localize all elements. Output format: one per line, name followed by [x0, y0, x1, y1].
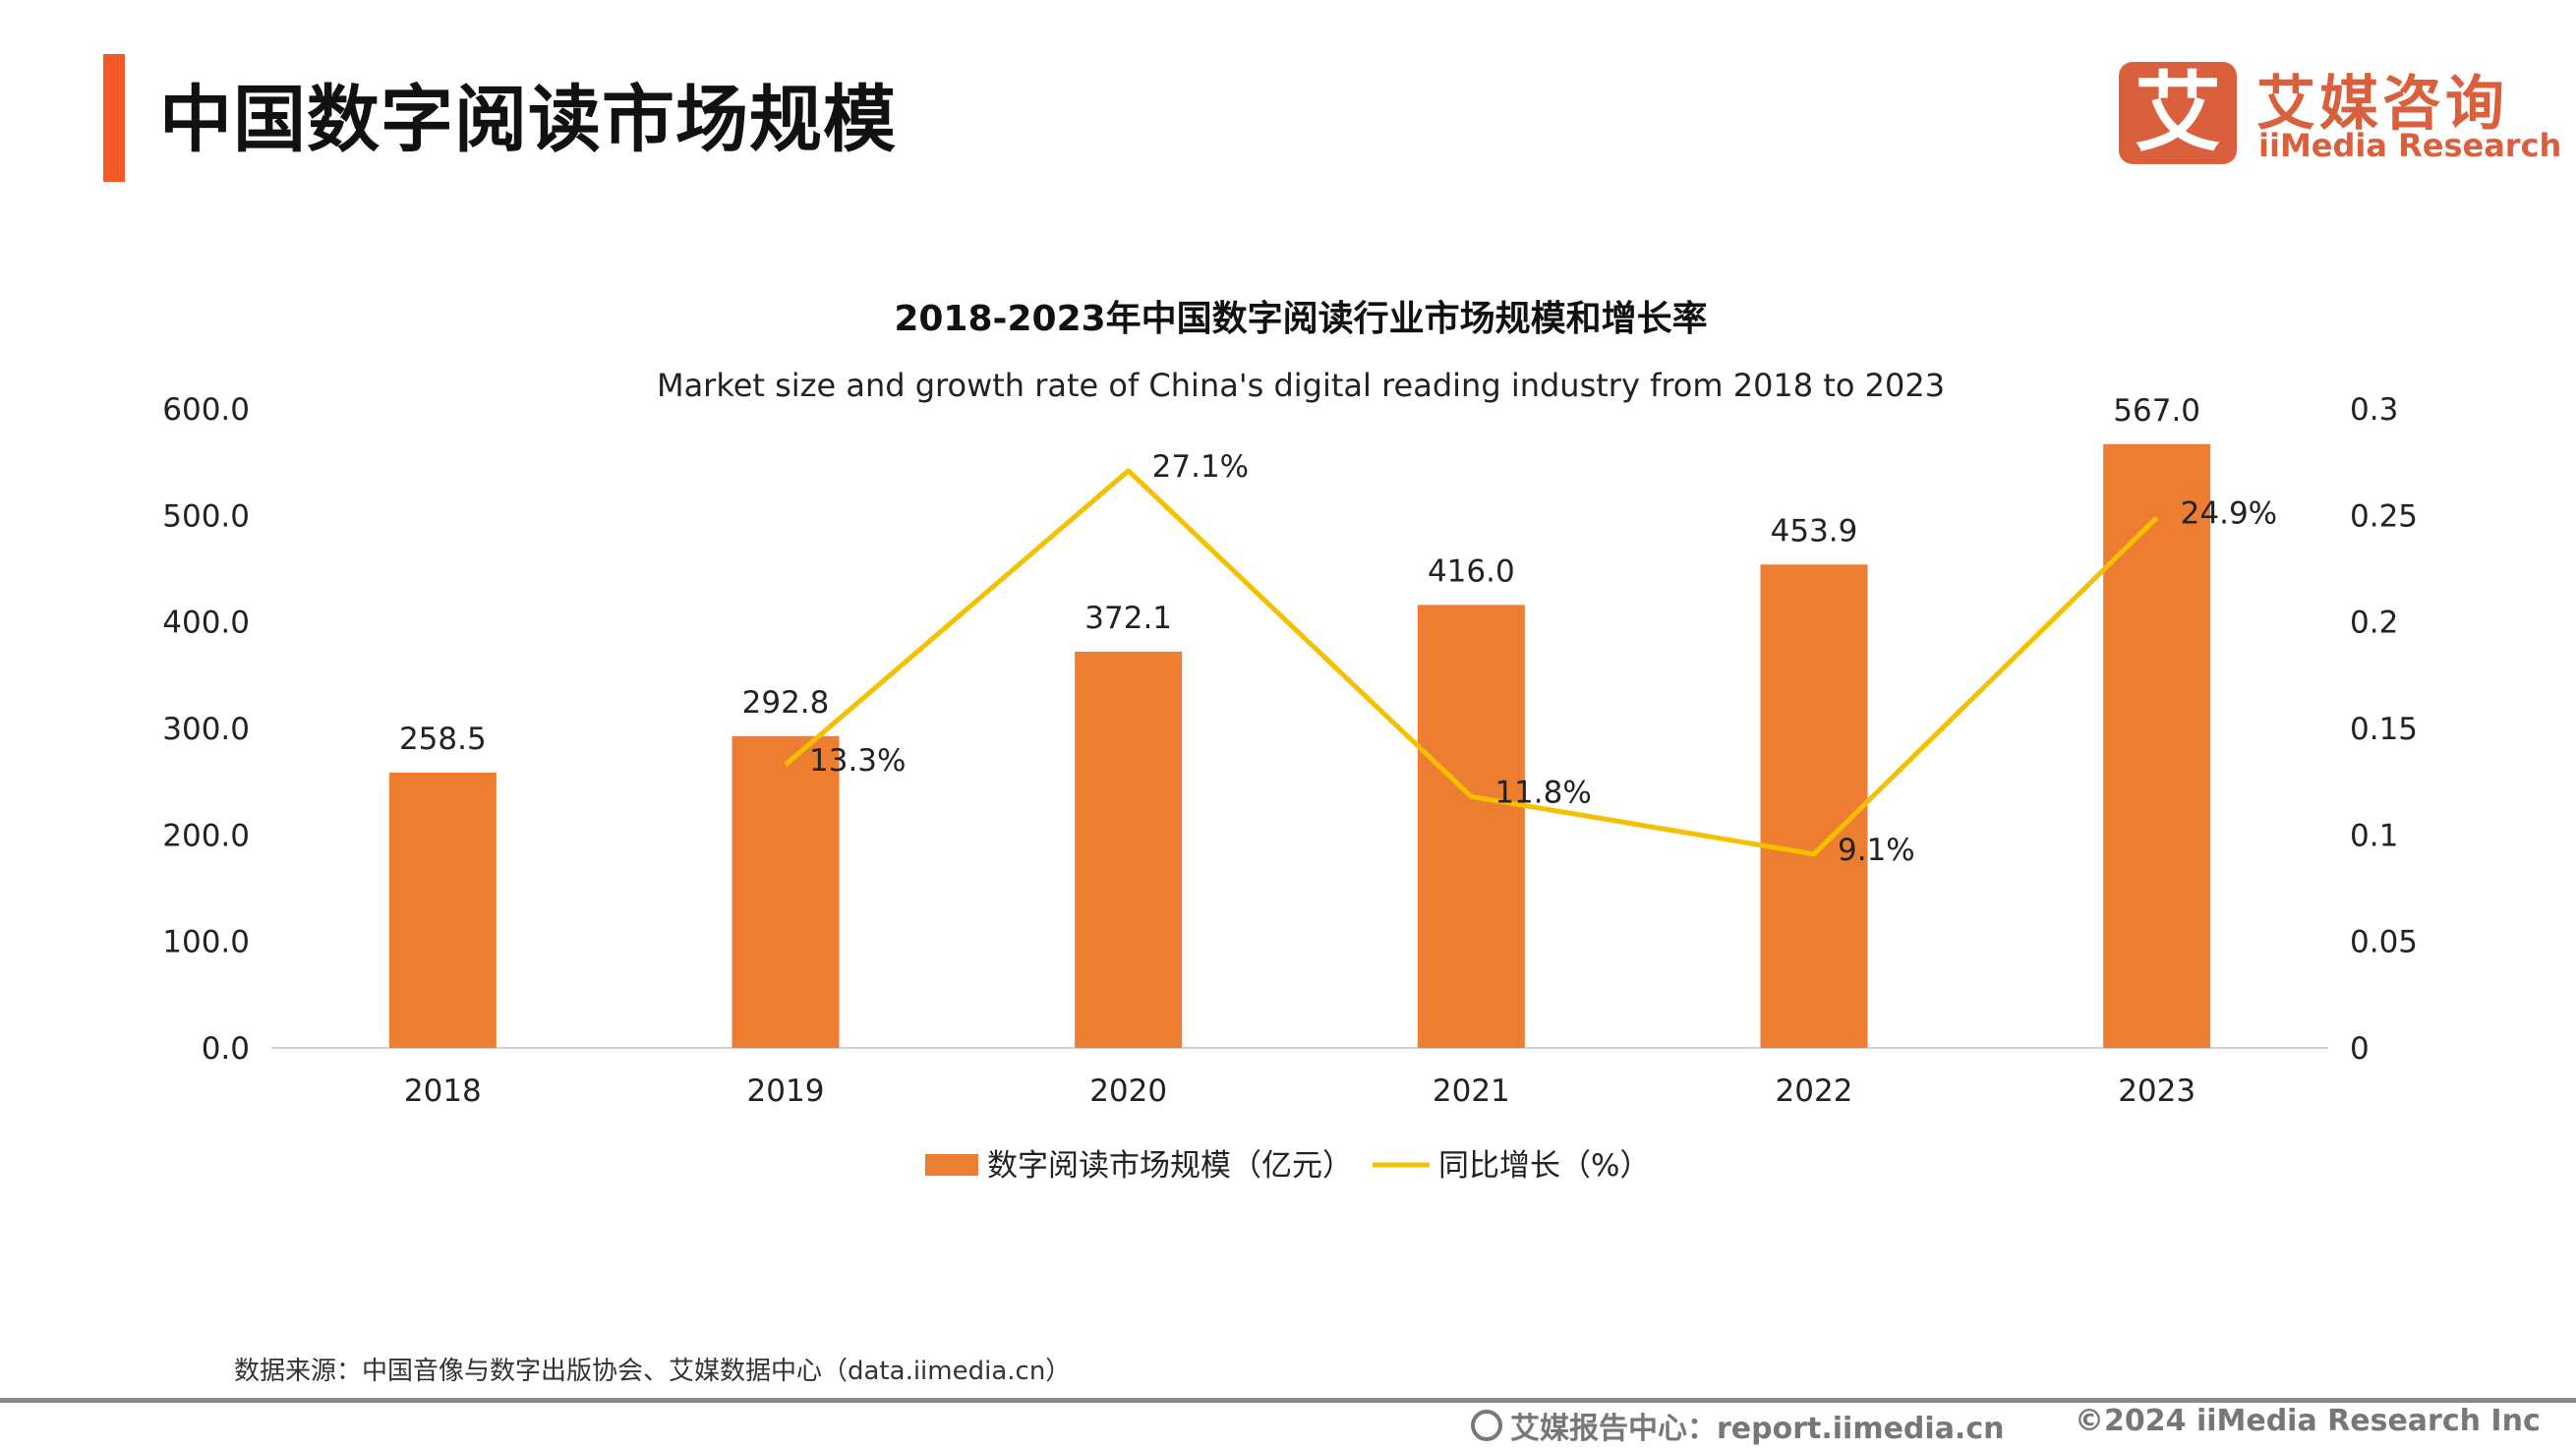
- legend-swatch-bar: [925, 1154, 978, 1176]
- bar: [732, 735, 840, 1048]
- y-left-tick-label: 500.0: [162, 498, 250, 534]
- y-left-tick-label: 100.0: [162, 925, 250, 960]
- y-left-tick-label: 200.0: [162, 818, 250, 853]
- growth-data-label: 11.8%: [1494, 775, 1591, 810]
- legend-label-bar: 数字阅读市场规模（亿元）: [987, 1148, 1353, 1184]
- title-accent-bar: [103, 54, 125, 182]
- bar-data-label: 416.0: [1428, 553, 1515, 589]
- data-source: 数据来源：中国音像与数字出版协会、艾媒数据中心（data.iimedia.cn）: [234, 1357, 1072, 1386]
- bar: [2103, 443, 2211, 1048]
- x-tick-label: 2019: [747, 1073, 825, 1109]
- bar-data-label: 567.0: [2113, 393, 2200, 429]
- bar-data-label: 372.1: [1084, 601, 1172, 636]
- chart-subtitle: Market size and growth rate of China's d…: [657, 367, 1945, 404]
- logo-en-text: iiMedia Research: [2258, 127, 2562, 164]
- logo-mark-icon: 艾: [2119, 62, 2237, 164]
- bar-data-label: 258.5: [399, 722, 487, 757]
- y-left-tick-label: 300.0: [162, 712, 250, 747]
- footer-divider: [0, 1398, 2576, 1403]
- bar: [1760, 564, 1868, 1048]
- bar: [388, 772, 497, 1048]
- legend-label-line: 同比增长（%）: [1438, 1148, 1650, 1184]
- brand-logo: 艾 艾媒咨询 iiMedia Research: [2119, 62, 2561, 166]
- footer-site[interactable]: 艾媒报告中心：report.iimedia.cn: [1471, 1404, 2004, 1447]
- growth-data-label: 9.1%: [1838, 833, 1915, 868]
- footer-site-text[interactable]: 艾媒报告中心：report.iimedia.cn: [1510, 1412, 2005, 1446]
- x-tick-label: 2023: [2118, 1073, 2195, 1109]
- y-right-tick-label: 0: [2350, 1031, 2370, 1067]
- page-title: 中国数字阅读市场规模: [159, 78, 897, 162]
- y-right-tick-label: 0.2: [2350, 606, 2398, 641]
- globe-icon: [1471, 1410, 1502, 1441]
- x-tick-label: 2021: [1433, 1073, 1510, 1109]
- y-right-tick-label: 0.15: [2350, 712, 2418, 747]
- y-right-tick-label: 0.05: [2350, 925, 2418, 960]
- x-tick-label: 2022: [1776, 1073, 1853, 1109]
- growth-data-label: 24.9%: [2181, 496, 2277, 532]
- y-right-tick-label: 0.1: [2350, 818, 2398, 853]
- y-left-tick-label: 600.0: [162, 392, 250, 428]
- x-tick-label: 2020: [1089, 1073, 1167, 1109]
- logo-cn-text: 艾媒咨询: [2256, 70, 2508, 139]
- bar-data-label: 453.9: [1771, 513, 1858, 549]
- y-left-tick-label: 0.0: [202, 1031, 250, 1067]
- bar-data-label: 292.8: [742, 685, 830, 721]
- y-right-tick-label: 0.3: [2350, 392, 2398, 428]
- growth-data-label: 13.3%: [809, 743, 906, 779]
- y-left-tick-label: 400.0: [162, 606, 250, 641]
- bar: [1075, 651, 1183, 1048]
- growth-data-label: 27.1%: [1152, 449, 1249, 485]
- chart-title: 2018-2023年中国数字阅读行业市场规模和增长率: [894, 299, 1707, 339]
- chart: 2018-2023年中国数字阅读行业市场规模和增长率 Market size a…: [162, 299, 2418, 1184]
- footer-copyright: ©2024 iiMedia Research Inc: [2075, 1404, 2541, 1438]
- x-tick-label: 2018: [404, 1073, 482, 1109]
- bar: [1417, 605, 1525, 1048]
- y-right-tick-label: 0.25: [2350, 498, 2418, 534]
